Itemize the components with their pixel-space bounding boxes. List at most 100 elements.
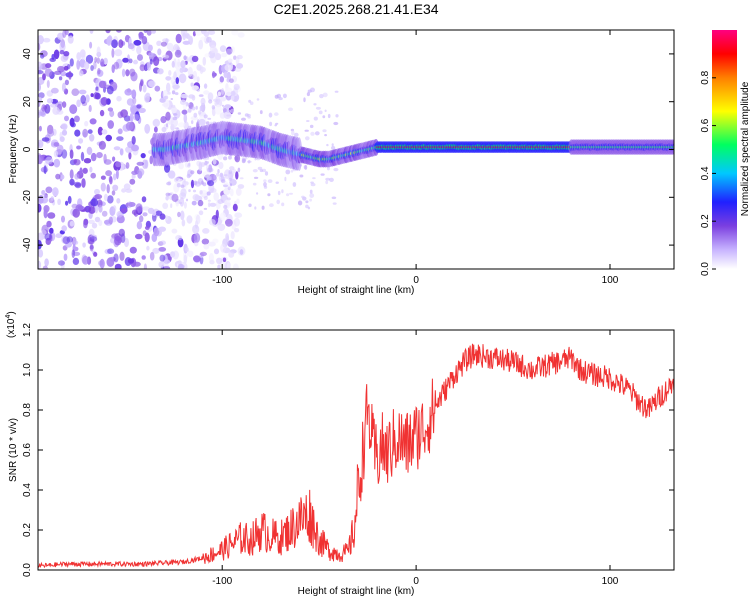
- heatmap-noise-cell: [56, 109, 64, 115]
- heatmap-noise-cell: [211, 71, 216, 79]
- heatmap-noise-cell: [172, 197, 177, 200]
- heatmap-noise-cell: [267, 193, 271, 197]
- heatmap-noise-cell: [121, 68, 126, 78]
- heatmap-noise-cell: [232, 263, 239, 269]
- heatmap-noise-cell: [177, 263, 184, 269]
- heatmap-noise-cell: [281, 189, 284, 194]
- y-multiplier-exp: 4: [5, 315, 12, 319]
- heatmap-noise-cell: [193, 232, 201, 243]
- heatmap-noise-cell: [137, 168, 145, 177]
- heatmap-noise-cell: [89, 166, 93, 173]
- heatmap-noise-cell: [51, 87, 59, 94]
- heatmap-noise-cell: [103, 193, 108, 201]
- heatmap-noise-cell: [46, 220, 52, 228]
- heatmap-ridge-cell: [675, 146, 678, 149]
- heatmap-noise-cell: [95, 86, 99, 91]
- heatmap-noise-cell: [164, 163, 171, 173]
- heatmap-noise-cell: [121, 188, 127, 193]
- heatmap-noise-cell: [322, 115, 326, 119]
- heatmap-noise-cell: [310, 87, 315, 93]
- heatmap-noise-cell: [174, 92, 179, 96]
- heatmap-noise-cell: [38, 35, 44, 45]
- heatmap-noise-cell: [58, 260, 65, 266]
- heatmap-noise-cell: [196, 88, 200, 92]
- colorbar: 0.0 0.2 0.4 0.6 0.8 Normalized spectral ampl…: [700, 30, 750, 276]
- heatmap-noise-cell: [178, 235, 183, 241]
- heatmap-noise-cell: [61, 225, 67, 232]
- heatmap-noise-cell: [234, 154, 241, 163]
- heatmap-noise-cell: [129, 246, 137, 254]
- heatmap-noise-cell: [229, 166, 235, 171]
- heatmap-noise-cell: [209, 259, 215, 265]
- spectrogram-panel: -100 0 100 -40 -20 0 20 40 Height of straight …: [8, 29, 678, 296]
- heatmap-noise-cell: [335, 114, 339, 118]
- heatmap-noise-cell: [221, 52, 228, 58]
- heatmap-noise-cell: [174, 127, 179, 130]
- heatmap-noise-cell: [175, 201, 179, 207]
- heatmap-noise-cell: [196, 76, 200, 83]
- heatmap-noise-cell: [203, 114, 208, 119]
- heatmap-noise-cell: [133, 114, 140, 121]
- heatmap-noise-cell: [294, 132, 299, 137]
- heatmap-noise-cell: [201, 180, 204, 185]
- heatmap-noise-cell: [288, 107, 293, 112]
- heatmap-noise-cell: [136, 161, 145, 166]
- heatmap-noise-cell: [105, 170, 112, 177]
- heatmap-noise-cell: [114, 263, 122, 269]
- heatmap-noise-cell: [113, 146, 121, 151]
- heatmap-noise-cell: [53, 158, 61, 168]
- top-x-tick-label: -100: [212, 275, 232, 286]
- heatmap-noise-cell: [90, 152, 97, 162]
- heatmap-noise-cell: [74, 173, 80, 180]
- heatmap-noise-cell: [175, 33, 182, 44]
- heatmap-noise-cell: [158, 226, 167, 232]
- heatmap-noise-cell: [263, 179, 267, 183]
- heatmap-noise-cell: [162, 102, 169, 107]
- heatmap-noise-cell: [278, 97, 283, 101]
- heatmap-noise-cell: [202, 56, 207, 66]
- heatmap-noise-cell: [222, 257, 227, 263]
- heatmap-noise-cell: [198, 39, 204, 50]
- heatmap-noise-cell: [234, 228, 240, 233]
- heatmap-noise-cell: [112, 205, 117, 212]
- heatmap-noise-cell: [98, 204, 103, 213]
- heatmap-noise-cell: [310, 131, 315, 136]
- heatmap-noise-cell: [85, 54, 94, 64]
- top-y-tick-label: 20: [22, 96, 33, 108]
- heatmap-noise-cell: [269, 121, 273, 127]
- heatmap-noise-cell: [309, 124, 314, 129]
- heatmap-noise-cell: [131, 144, 139, 152]
- heatmap-noise-cell: [96, 46, 101, 56]
- heatmap-noise-cell: [167, 171, 175, 178]
- heatmap-noise-cell: [329, 177, 334, 182]
- heatmap-noise-cell: [112, 184, 119, 191]
- heatmap-noise-cell: [146, 245, 150, 251]
- snr-panel: -100 0 100 0.0 0.2 0.4 0.6 0.8 1.0 1.2 Height of…: [5, 311, 675, 597]
- heatmap-noise-cell: [113, 173, 117, 181]
- heatmap-noise-cell: [165, 111, 171, 121]
- heatmap-noise-cell: [228, 177, 233, 181]
- heatmap-noise-cell: [304, 129, 309, 132]
- heatmap-noise-cell: [165, 192, 171, 197]
- heatmap-noise-cell: [82, 128, 88, 138]
- heatmap-noise-cell: [88, 206, 96, 214]
- heatmap-noise-cell: [125, 69, 130, 77]
- heatmap-noise-cell: [223, 156, 228, 161]
- heatmap-noise-cell: [246, 113, 251, 117]
- heatmap-noise-cell: [259, 110, 263, 115]
- heatmap-noise-cell: [66, 63, 71, 70]
- heatmap-noise-cell: [116, 136, 124, 142]
- heatmap-noise-cell: [226, 109, 232, 113]
- heatmap-noise-cell: [146, 30, 152, 36]
- heatmap-noise-cell: [38, 70, 44, 75]
- heatmap-noise-cell: [73, 159, 81, 166]
- heatmap-noise-cell: [105, 134, 112, 142]
- heatmap-noise-cell: [98, 140, 106, 150]
- heatmap-noise-cell: [125, 162, 130, 169]
- heatmap-noise-cell: [61, 149, 68, 159]
- heatmap-noise-cell: [49, 57, 56, 63]
- heatmap-noise-cell: [73, 181, 82, 187]
- heatmap-noise-cell: [269, 203, 274, 208]
- heatmap-noise-cell: [166, 181, 172, 186]
- heatmap-noise-cell: [191, 120, 194, 125]
